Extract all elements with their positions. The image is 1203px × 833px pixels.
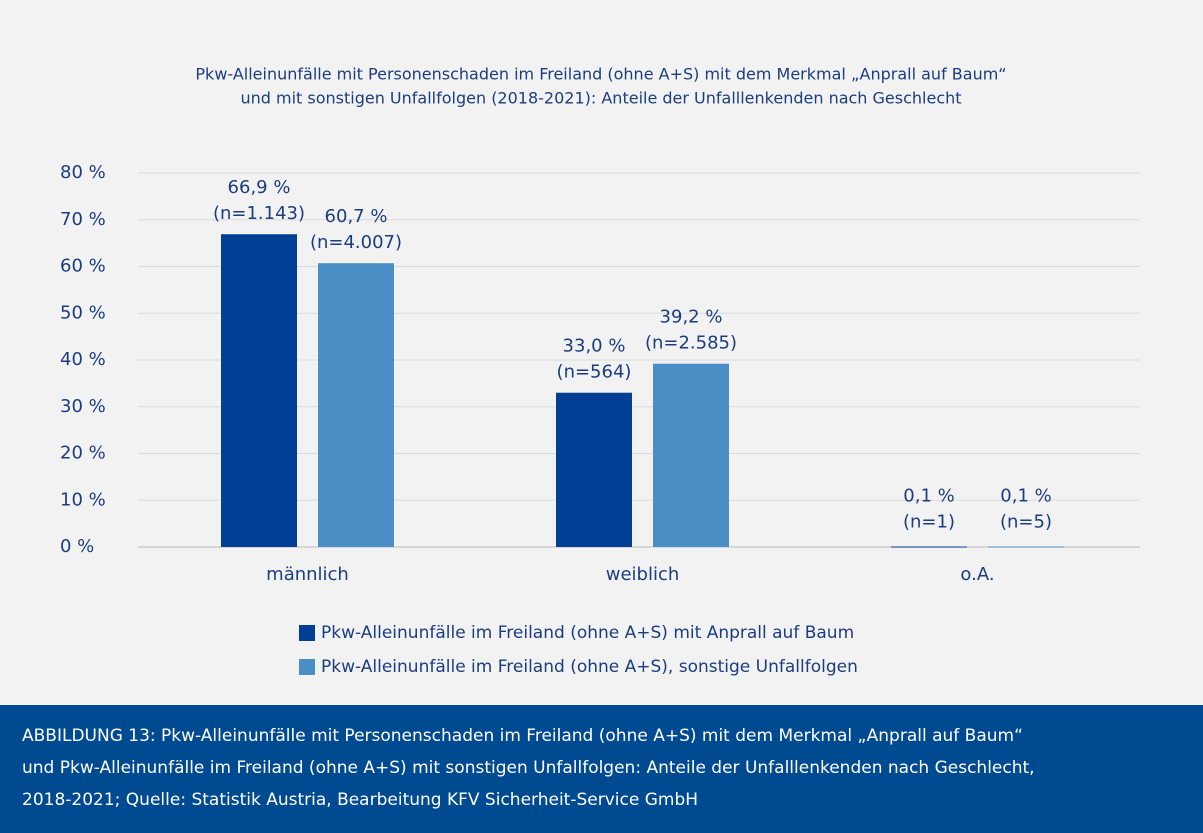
caption: ABBILDUNG 13: Pkw-Alleinunfälle mit Pers… [22,726,1023,746]
legend-label: Pkw-Alleinunfälle im Freiland (ohne A+S)… [321,657,858,677]
data-label: 60,7 % [325,206,388,227]
data-label: 0,1 % [1000,486,1051,507]
data-label: 39,2 % [660,307,723,328]
data-label: 0,1 % [903,486,954,507]
legend-label: Pkw-Alleinunfälle im Freiland (ohne A+S)… [321,623,854,643]
y-tick-label: 80 % [60,162,106,183]
legend-swatch [299,625,315,641]
y-tick-label: 70 % [60,209,106,230]
y-tick-label: 20 % [60,443,106,464]
y-tick-label: 0 % [60,536,94,557]
y-tick-label: 40 % [60,349,106,370]
bar [891,546,967,548]
y-tick-label: 30 % [60,396,106,417]
chart-background [0,0,1203,705]
bar [653,363,729,547]
y-tick-label: 50 % [60,302,106,323]
caption-band [0,705,1203,833]
bar [988,546,1064,548]
data-label: (n=1.143) [213,203,305,224]
data-label: 66,9 % [228,177,291,198]
x-tick-label: männlich [266,564,349,585]
y-tick-label: 10 % [60,489,106,510]
x-tick-label: weiblich [606,564,680,585]
legend-swatch [299,659,315,675]
bar [556,392,632,547]
chart-title: und mit sonstigen Unfallfolgen (2018-202… [240,89,961,108]
bar [221,234,297,547]
data-label: (n=5) [1000,512,1052,533]
chart-title: Pkw-Alleinunfälle mit Personenschaden im… [195,65,1006,84]
x-tick-label: o.A. [960,564,994,585]
data-label: (n=4.007) [310,232,402,253]
data-label: (n=2.585) [645,333,737,354]
bar [318,263,394,547]
data-label: (n=1) [903,512,955,533]
data-label: 33,0 % [563,336,626,357]
caption: 2018-2021; Quelle: Statistik Austria, Be… [22,790,698,810]
data-label: (n=564) [557,362,632,383]
caption: und Pkw-Alleinunfälle im Freiland (ohne … [22,758,1035,778]
y-tick-label: 60 % [60,256,106,277]
